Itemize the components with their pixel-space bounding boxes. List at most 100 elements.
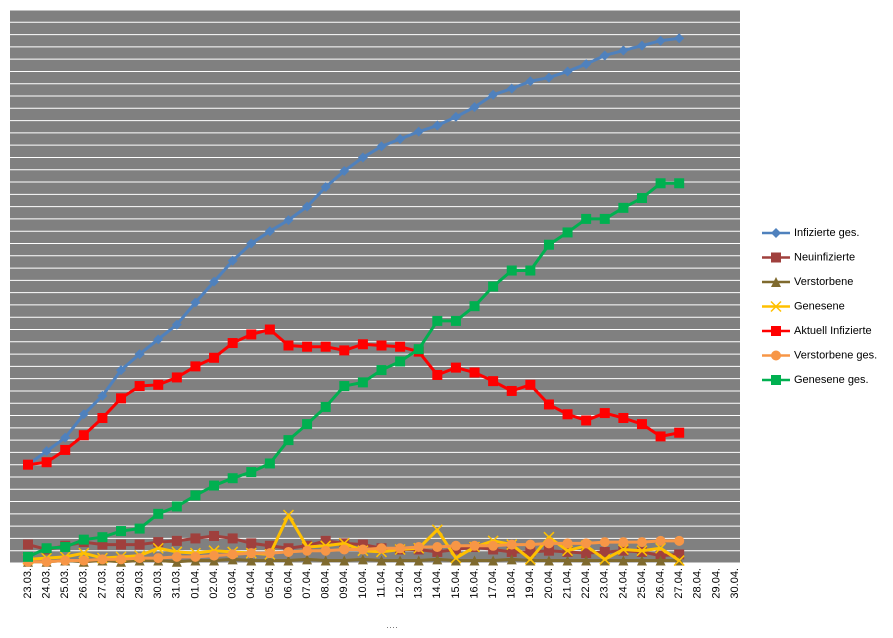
marker: [525, 546, 536, 557]
marker: [488, 540, 499, 551]
marker: [283, 546, 294, 557]
marker: [469, 367, 480, 378]
marker: [618, 412, 629, 423]
marker: [209, 276, 220, 287]
marker: [543, 538, 554, 549]
marker: [264, 540, 275, 551]
marker: [283, 435, 294, 446]
marker: [264, 548, 275, 559]
x-tick-label: 10.04.: [357, 568, 369, 599]
marker: [320, 535, 331, 546]
marker: [282, 509, 295, 521]
marker: [674, 178, 685, 189]
legend-marker: [770, 300, 782, 313]
x-tick-label: 08.04.: [320, 568, 332, 599]
x-tick-label: 30.04.: [729, 568, 741, 599]
marker: [357, 339, 368, 350]
marker: [97, 390, 108, 401]
marker: [376, 555, 387, 566]
marker: [525, 76, 536, 87]
marker: [246, 548, 257, 559]
marker: [283, 340, 294, 351]
marker: [60, 444, 71, 455]
marker: [450, 111, 461, 122]
legend-marker: [771, 326, 781, 336]
marker: [636, 537, 647, 548]
x-tick-label: 31.03.: [171, 568, 183, 599]
marker: [78, 534, 89, 545]
marker: [543, 399, 554, 410]
marker: [562, 227, 573, 238]
resize-handle: ····: [386, 622, 398, 632]
x-tick-label: 23.03.: [22, 568, 34, 599]
marker: [543, 555, 554, 566]
x-tick-label: 20.04.: [543, 568, 555, 599]
marker: [190, 533, 201, 544]
marker: [320, 181, 331, 192]
marker: [153, 379, 164, 390]
marker: [581, 59, 592, 70]
marker: [618, 202, 629, 213]
marker: [562, 545, 574, 557]
marker: [357, 554, 368, 565]
marker: [60, 432, 71, 443]
marker: [413, 542, 424, 553]
marker: [97, 412, 108, 423]
marker: [320, 401, 331, 412]
x-tick-label: 07.04.: [301, 568, 313, 599]
x-tick-label: 26.04.: [654, 568, 666, 599]
marker: [450, 555, 461, 566]
x-tick-label: 24.03.: [41, 568, 53, 599]
legend-label: Verstorbene ges.: [794, 349, 877, 361]
marker: [432, 120, 443, 131]
marker: [450, 315, 461, 326]
x-tick-label: 02.04.: [208, 568, 220, 599]
marker: [469, 555, 480, 566]
marker: [636, 555, 647, 566]
x-tick-label: 13.04.: [413, 568, 425, 599]
x-tick-label: 25.03.: [59, 568, 71, 599]
marker: [432, 369, 443, 380]
marker: [153, 537, 164, 548]
marker: [320, 555, 331, 566]
marker: [618, 537, 629, 548]
marker: [488, 555, 499, 566]
marker: [302, 545, 313, 556]
marker: [562, 409, 573, 420]
marker: [599, 553, 611, 565]
marker: [432, 554, 443, 565]
marker: [283, 215, 294, 226]
marker: [78, 547, 90, 559]
x-tick-label: 30.03.: [152, 568, 164, 599]
marker: [153, 334, 164, 345]
plot-area: [10, 10, 740, 563]
marker: [543, 72, 554, 83]
marker: [636, 40, 647, 51]
marker: [116, 365, 127, 376]
marker: [116, 526, 127, 537]
marker: [488, 281, 499, 292]
marker: [227, 255, 238, 266]
x-tick-label: 04.04.: [245, 568, 257, 599]
marker: [376, 141, 387, 152]
legend-label: Neuinfizierte: [794, 251, 855, 263]
x-tick-label: 27.04.: [673, 568, 685, 599]
marker: [543, 545, 554, 556]
marker: [209, 530, 220, 541]
x-tick-label: 28.03.: [115, 568, 127, 599]
x-tick-label: 25.04.: [636, 568, 648, 599]
marker: [562, 538, 573, 549]
legend-label: Aktuell Infizierte: [794, 325, 872, 337]
marker: [525, 539, 536, 550]
marker: [23, 551, 33, 562]
marker: [636, 193, 647, 204]
marker: [599, 408, 610, 419]
marker: [655, 178, 666, 189]
marker: [153, 553, 164, 564]
marker: [506, 546, 517, 557]
marker: [246, 467, 257, 478]
marker: [78, 430, 89, 441]
marker: [209, 550, 220, 561]
marker: [488, 89, 499, 100]
marker: [302, 341, 313, 352]
